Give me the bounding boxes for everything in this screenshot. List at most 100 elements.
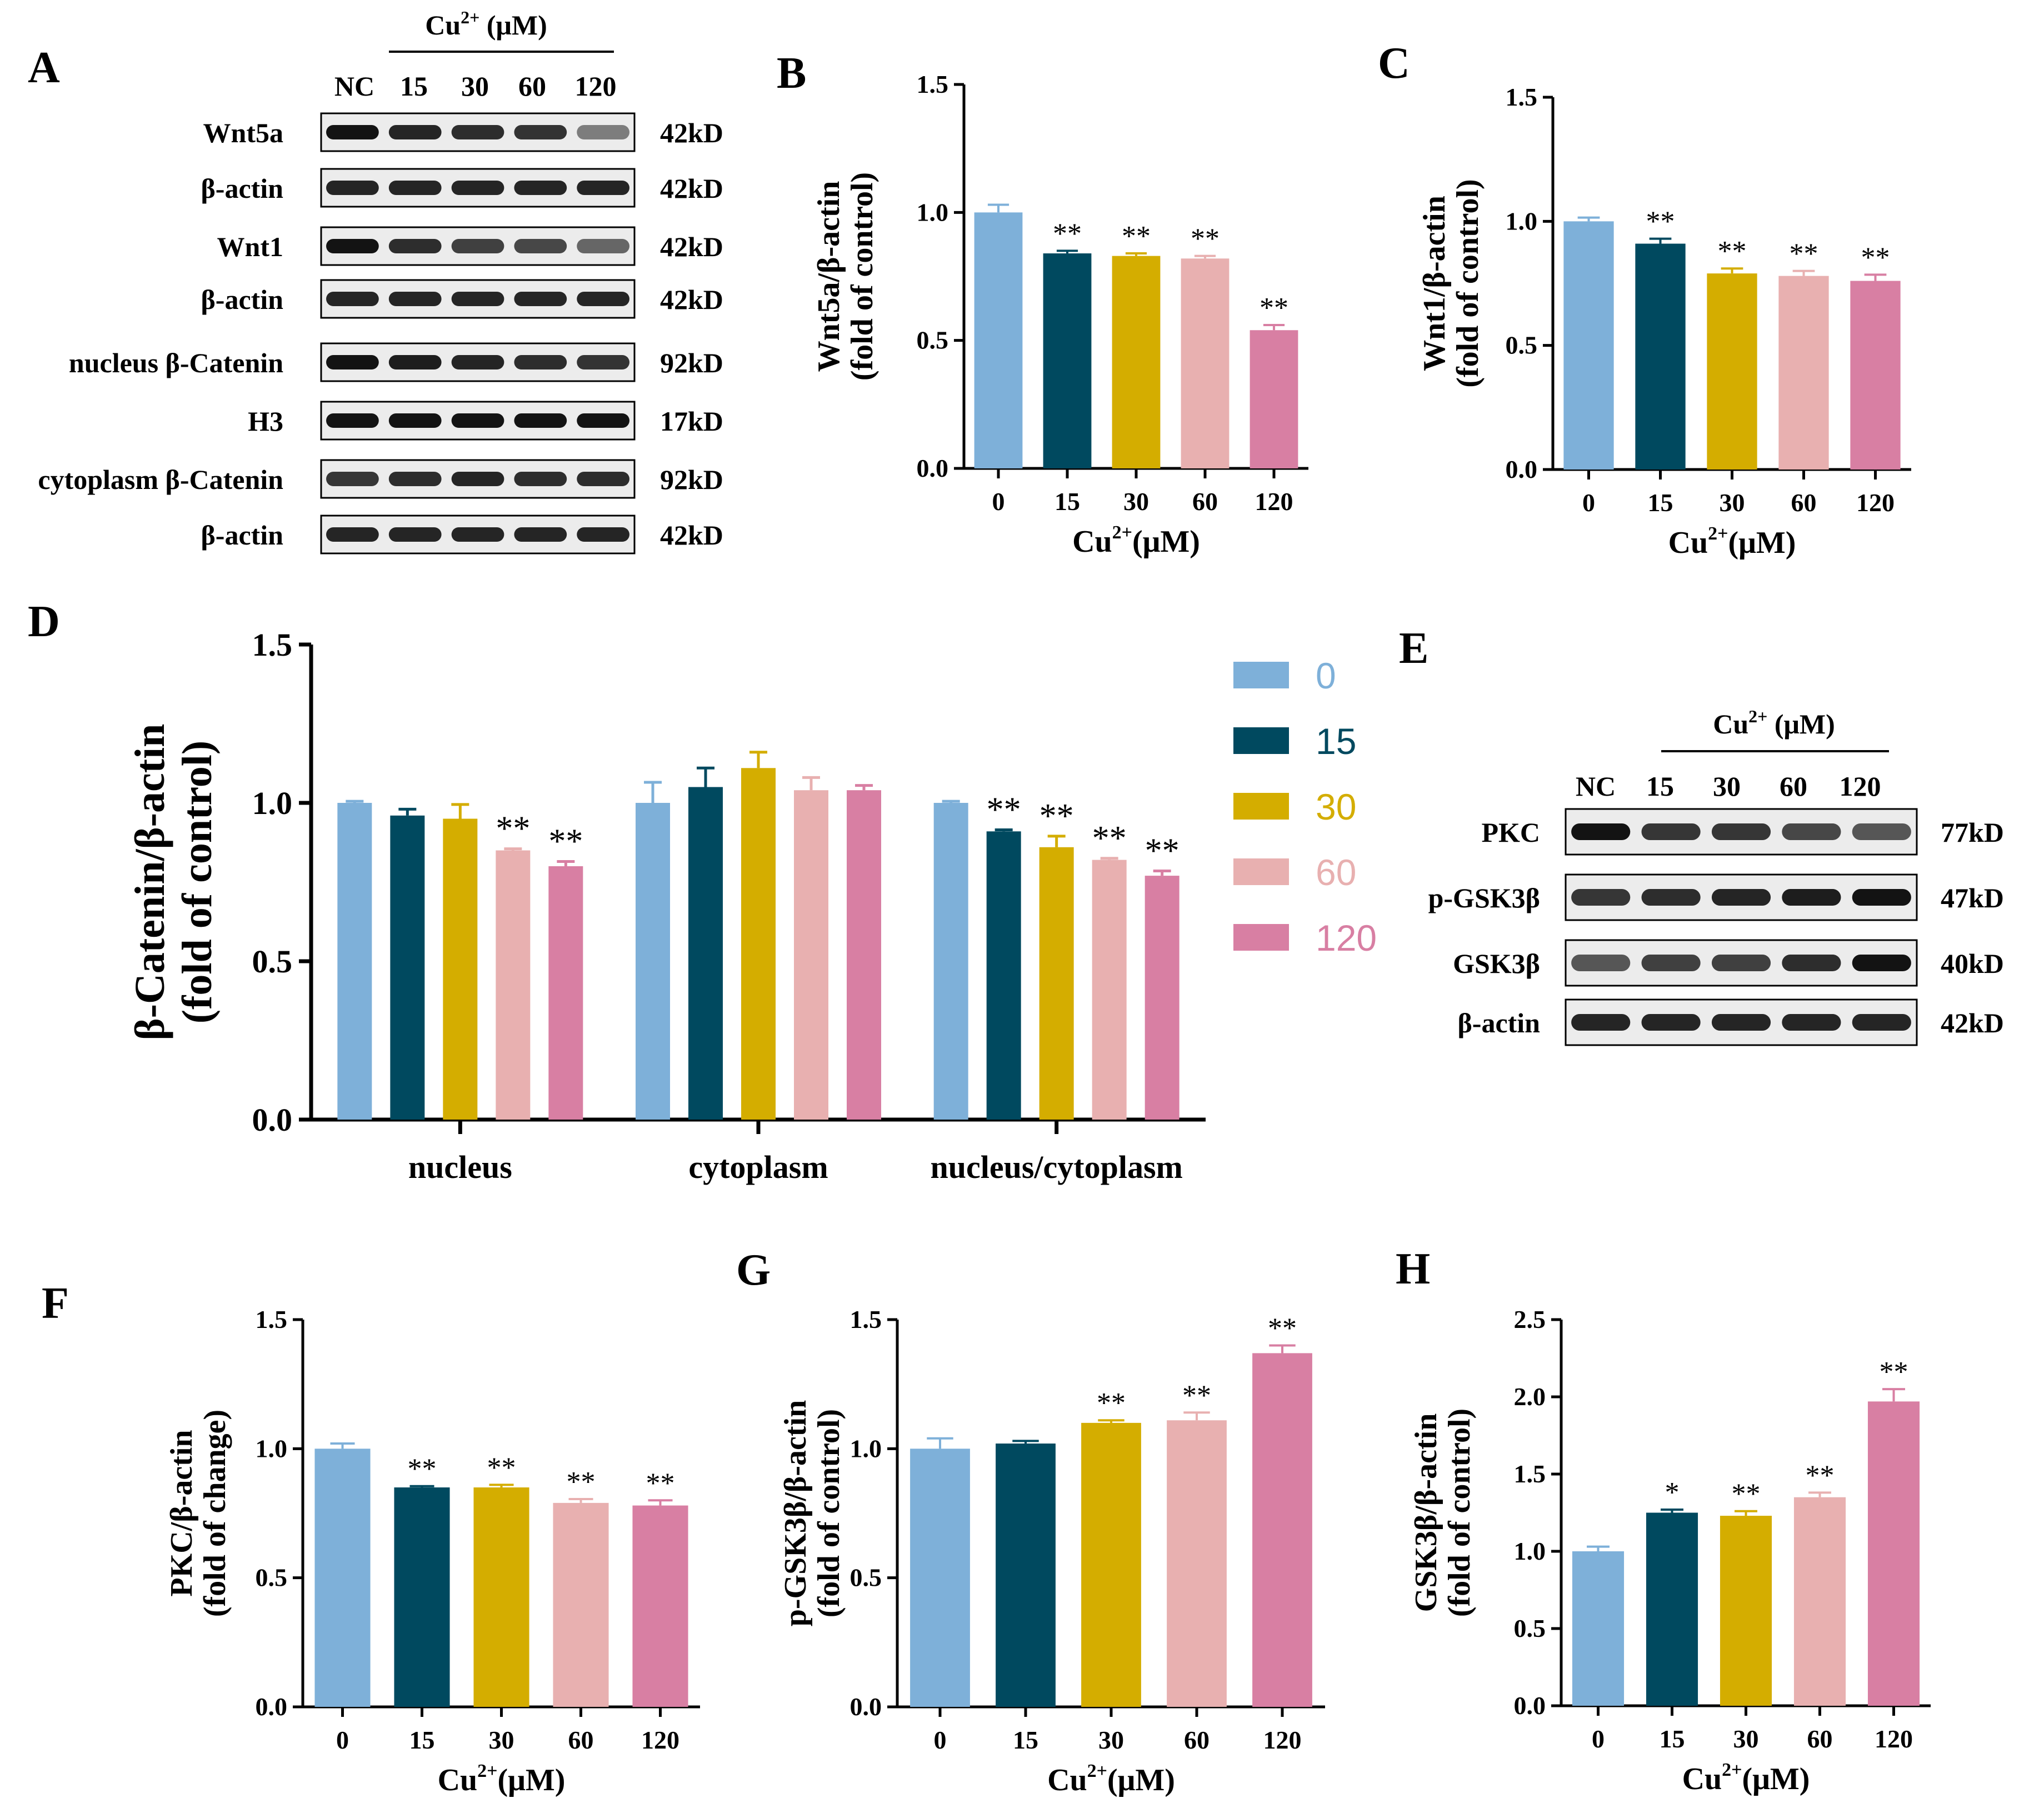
significance-mark: ** (1040, 797, 1074, 835)
protein-label: GSK3β (1453, 948, 1540, 979)
protein-band (1782, 1014, 1841, 1031)
protein-band (1852, 823, 1911, 840)
x-tick-label: 15 (1648, 488, 1673, 517)
protein-band (1852, 955, 1911, 971)
protein-label: p-GSK3β (1428, 882, 1540, 913)
protein-band (388, 413, 442, 428)
bar (496, 850, 531, 1120)
y-axis-title: Wnt1/β-actin(fold of control) (1417, 179, 1485, 387)
bar (1252, 1353, 1312, 1707)
x-axis-title: Cu2+(μM) (1047, 1761, 1175, 1797)
x-tick-label: 15 (1013, 1726, 1038, 1754)
significance-mark: * (1665, 1477, 1680, 1509)
y-tick-label: 1.5 (850, 1305, 882, 1333)
protein-label: Wnt5a (203, 117, 283, 148)
protein-label: PKC (1481, 817, 1540, 848)
protein-band (388, 292, 442, 306)
legend-label: 15 (1316, 721, 1356, 762)
x-tick-label: 15 (1055, 487, 1080, 516)
y-tick-label: 0.0 (850, 1692, 882, 1721)
x-tick-label: 60 (568, 1726, 594, 1754)
legend-swatch (1233, 858, 1289, 885)
blot-row: β-actin 42kD (201, 279, 723, 319)
protein-band (451, 181, 504, 195)
x-tick-label: 0 (336, 1726, 349, 1754)
chart-C: C 0.0 0.5 1.0 1.5 0 15 ** 30 ** 60 ** 120 ** Wnt1/β-ac… (1378, 39, 1911, 517)
y-axis-title: β-Catenin/β-actin (fold of control) (127, 724, 221, 1041)
protein-band (514, 125, 567, 139)
y-tick-label: 0.5 (252, 943, 293, 980)
y-axis-title-line1: β-Catenin/β-actin (127, 724, 173, 1041)
bar (443, 818, 478, 1120)
protein-band (451, 472, 504, 486)
bar (632, 1505, 688, 1707)
protein-band (326, 472, 379, 486)
x-tick-label: 30 (1123, 487, 1149, 516)
bar (741, 768, 776, 1120)
mw-label: 47kD (1941, 882, 2004, 913)
mw-label: 40kD (1941, 948, 2004, 979)
y-tick-label: 1.5 (1506, 83, 1538, 111)
x-axis-title: Cu2+(μM) (1072, 522, 1200, 559)
x-tick-label: 120 (1255, 487, 1293, 516)
bar (1167, 1420, 1227, 1707)
y-axis-title-line1: p-GSK3β/β-actin (778, 1400, 813, 1626)
protein-band (514, 527, 567, 542)
protein-band (514, 355, 567, 369)
bar (1635, 243, 1686, 470)
y-axis-title: p-GSK3β/β-actin(fold of control) (778, 1400, 846, 1626)
lane-label: 30 (461, 71, 489, 102)
protein-band (388, 355, 442, 369)
significance-mark: ** (1646, 206, 1675, 238)
significance-mark: ** (496, 810, 530, 848)
x-tick-label: 60 (1791, 488, 1817, 517)
protein-band (451, 413, 504, 428)
group-label: nucleus/cytoplasm (930, 1149, 1182, 1185)
y-axis-title-line1: Wnt1/β-actin (1417, 196, 1452, 371)
blot-panel-A: A NC 15 30 60 120 Wnt5a 42kD β-actin 42kD Wnt1 42kD… (28, 43, 723, 555)
bar (1250, 330, 1298, 468)
significance-mark: ** (1145, 832, 1180, 870)
mw-label: 42kD (660, 117, 723, 148)
lane-label: 60 (518, 71, 546, 102)
x-tick-label: 0 (992, 487, 1005, 516)
x-tick-label: 30 (1733, 1725, 1759, 1753)
legend: 0 15 30 60 120 (1233, 655, 1377, 958)
chart-H: H 0.0 0.5 1.0 1.5 2.0 2.5 0 15 * 30 ** 60 ** 120 ** GSK3… (1396, 1245, 1931, 1753)
y-tick-label: 1.0 (917, 198, 949, 226)
lane-label: 60 (1780, 771, 1807, 802)
protein-band (1571, 823, 1631, 840)
panel-letter-A: A (28, 43, 60, 92)
lane-label: NC (1576, 771, 1616, 802)
protein-band (326, 413, 379, 428)
bar (394, 1487, 450, 1707)
panel-letter-E: E (1399, 624, 1428, 673)
protein-band (577, 527, 629, 542)
x-tick-label: 60 (1184, 1726, 1210, 1754)
chart-D: D 0.0 0.5 1.0 1.5 nucleus ** ** cytoplasm nucleus… (28, 597, 1377, 1185)
bar (1867, 1401, 1920, 1706)
mw-label: 17kD (660, 406, 723, 437)
bar (1563, 221, 1614, 470)
protein-band (1782, 955, 1841, 971)
significance-mark: ** (987, 791, 1021, 828)
panel-letter-F: F (42, 1279, 69, 1328)
significance-mark: ** (646, 1467, 675, 1499)
significance-mark: ** (1260, 292, 1288, 324)
y-tick-label: 2.0 (1514, 1382, 1546, 1411)
bar (847, 790, 881, 1120)
y-tick-label: 1.5 (1514, 1460, 1546, 1488)
protein-band (388, 125, 442, 139)
conc-header-E: Cu2+ (μM) (1713, 706, 1835, 740)
protein-band (388, 527, 442, 542)
protein-band (451, 527, 504, 542)
lane-label: 30 (1713, 771, 1741, 802)
y-axis-title: PKC/β-actin(fold of change) (164, 1410, 232, 1617)
bar (996, 1444, 1056, 1707)
x-tick-label: 30 (489, 1726, 514, 1754)
legend-label: 30 (1316, 786, 1356, 827)
legend-swatch (1233, 924, 1289, 951)
bar (1043, 253, 1092, 468)
protein-band (1571, 1014, 1631, 1031)
protein-band (577, 413, 629, 428)
